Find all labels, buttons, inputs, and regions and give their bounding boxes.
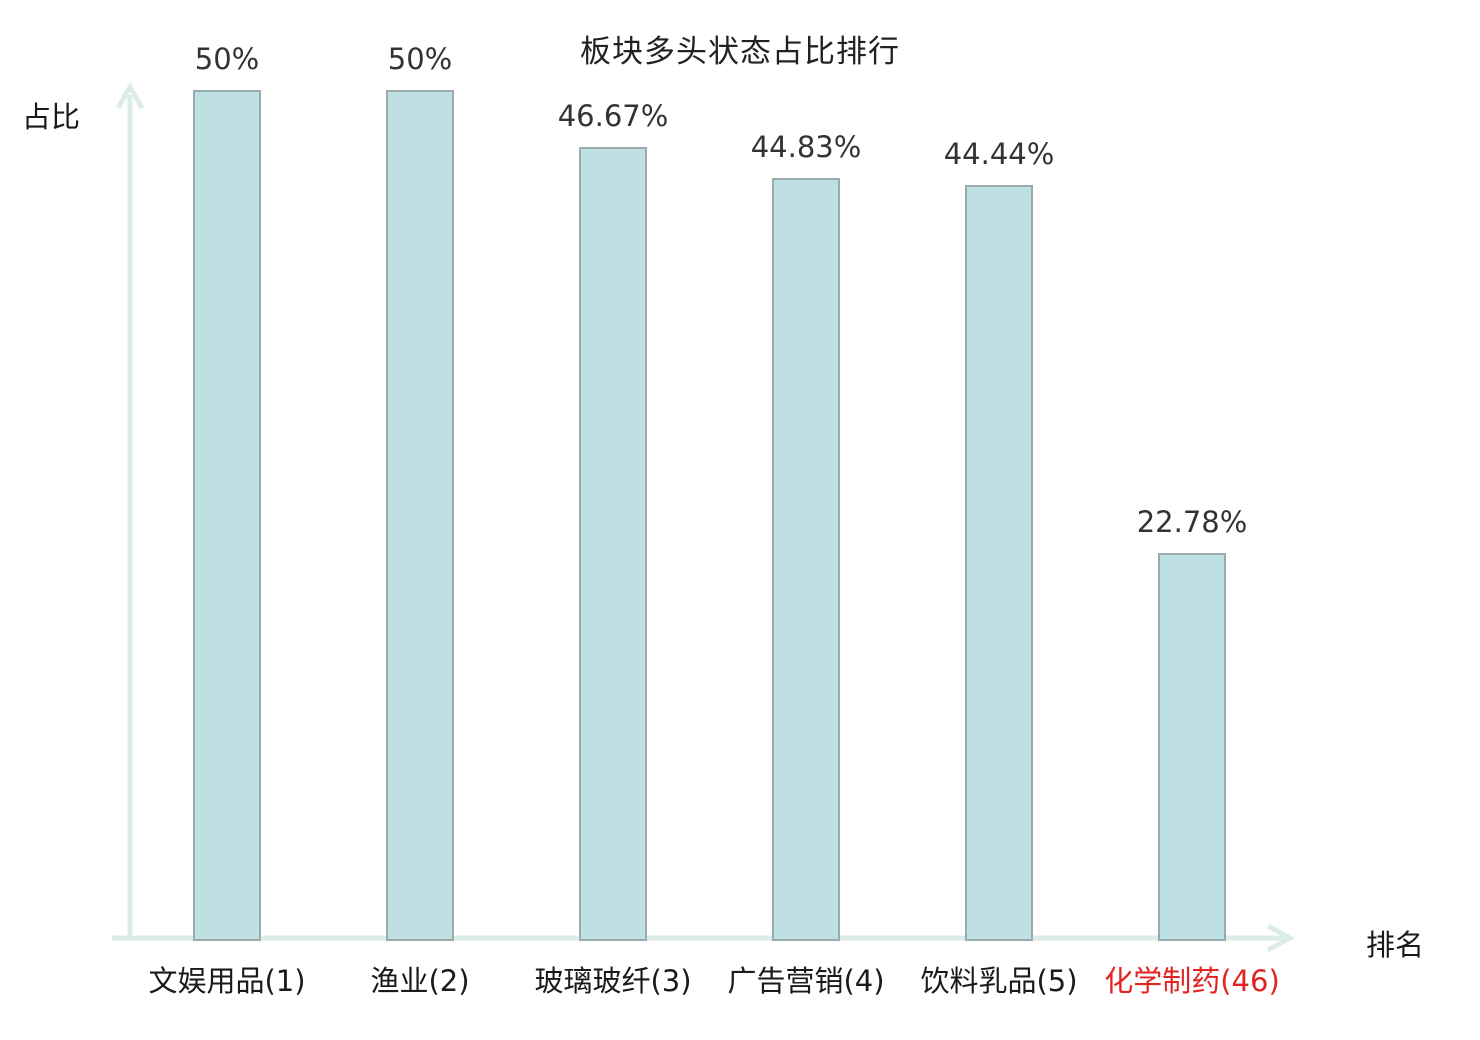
bar-value-label: 44.44%	[943, 136, 1055, 171]
bar	[1158, 553, 1226, 941]
y-axis-label: 占比	[22, 100, 81, 134]
x-axis-arrow-icon	[1266, 923, 1296, 953]
bar-category-label: 饮料乳品(5)	[920, 964, 1078, 998]
bar-category-label: 化学制药(46)	[1104, 964, 1280, 998]
bar-category-label: 玻璃玻纤(3)	[534, 964, 692, 998]
bar-value-label: 50%	[194, 42, 260, 76]
bar-category-label: 文娱用品(1)	[148, 964, 306, 998]
bar-value-label: 22.78%	[1136, 505, 1248, 540]
x-axis-label: 排名	[1365, 928, 1424, 962]
bar-value-label: 46.67%	[557, 98, 669, 133]
bar	[965, 184, 1033, 941]
bar-category-label: 渔业(2)	[370, 964, 470, 998]
chart-title: 板块多头状态占比排行	[580, 34, 900, 70]
bar	[386, 90, 454, 941]
bar	[772, 177, 840, 941]
bar	[579, 146, 647, 941]
bar-category-label: 广告营销(4)	[727, 964, 885, 998]
bar-value-label: 50%	[387, 42, 453, 76]
bar	[193, 90, 261, 941]
bar-value-label: 44.83%	[750, 129, 862, 164]
y-axis-arrow-icon	[115, 81, 145, 110]
